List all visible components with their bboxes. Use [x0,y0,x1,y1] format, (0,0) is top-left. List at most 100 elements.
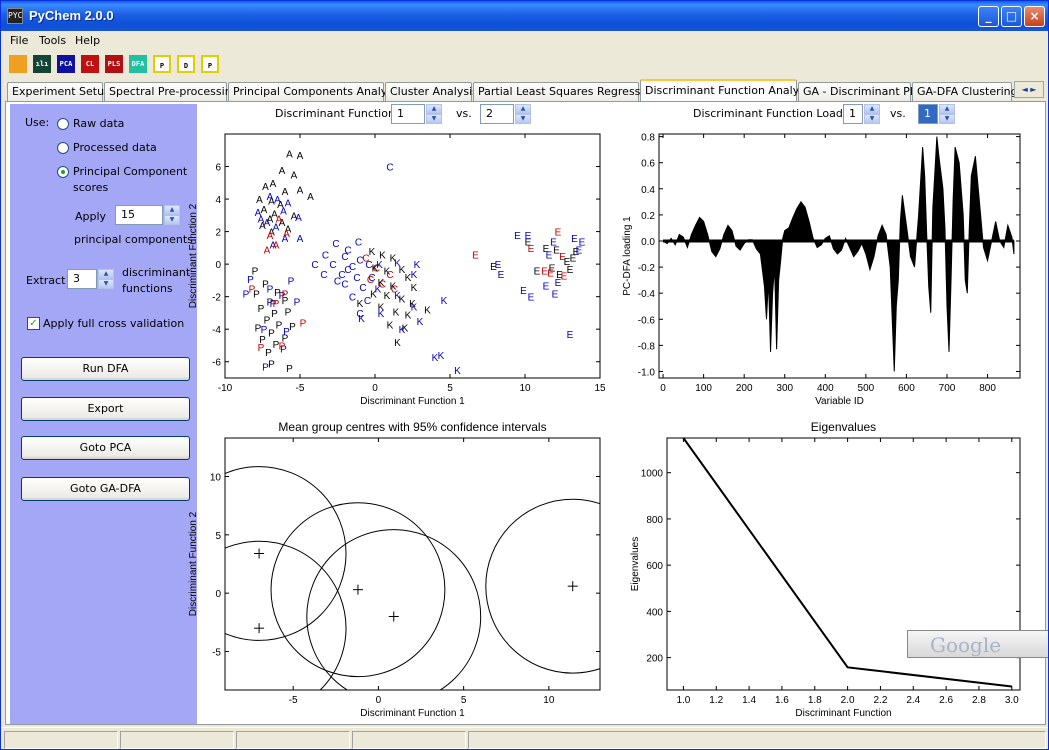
score-point-P: P [249,285,256,296]
menu-bar: File Tools Help [1,31,1048,49]
menu-tools[interactable]: Tools [39,34,67,47]
spin-down-icon[interactable]: ▼ [515,114,531,124]
score-point-C: C [386,270,393,281]
ga-cluster-tool-icon[interactable]: P [201,55,219,73]
score-point-E: E [547,268,554,279]
spin-up-icon[interactable]: ▲ [515,104,531,114]
menu-file[interactable]: File [10,34,29,47]
score-point-A: A [273,241,280,252]
ga-dfa-tool-icon[interactable]: D [177,55,195,73]
spin-up-icon[interactable]: ▲ [864,104,880,114]
tab-pls-regression[interactable]: Partial Least Squares Regression [473,82,657,101]
spin-down-icon[interactable]: ▼ [426,114,442,124]
minimize-button[interactable]: _ [978,6,999,27]
score-point-C: C [362,254,369,265]
experiment-tool-icon[interactable] [9,55,27,73]
df-y-input[interactable]: 2 [480,104,514,124]
apply-pc-spinner[interactable]: ▲ ▼ [164,205,180,225]
scores-x-tick-label: 0 [372,383,378,394]
extract-df-spinner[interactable]: ▲ ▼ [98,269,114,289]
score-point-C: C [379,280,386,291]
google-toolbar-widget[interactable]: Google [907,630,1048,658]
tab-cluster-analysis[interactable]: Cluster Analysis [385,82,478,101]
spin-up-icon[interactable]: ▲ [426,104,442,114]
title-bar[interactable]: PYC PyChem 2.0.0 _ □ × [1,1,1048,31]
score-point-E: E [498,270,505,281]
score-point-E: E [571,234,578,245]
spin-up-icon[interactable]: ▲ [164,205,180,215]
goto-ga-dfa-button[interactable]: Goto GA-DFA [21,477,190,501]
score-point-E: E [525,231,532,242]
tab-scroll-arrows[interactable]: ◄ ► [1014,81,1044,98]
score-point-P: P [279,291,286,302]
score-point-P: P [285,307,292,318]
score-point-K: K [411,302,418,313]
radio-pc-scores[interactable] [57,166,69,178]
score-point-K: K [390,254,397,265]
loading-x-tick-label: 600 [898,383,915,394]
df-x-input[interactable]: 1 [391,104,425,124]
score-point-A: A [279,218,286,229]
tab-spectral-preprocessing[interactable]: Spectral Pre-processing [104,82,239,101]
score-point-C: C [341,280,348,291]
radio-processed-data[interactable] [57,142,69,154]
window-title: PyChem 2.0.0 [29,8,114,23]
spin-down-icon[interactable]: ▼ [164,215,180,225]
spin-down-icon[interactable]: ▼ [939,114,955,124]
df-x-spinner[interactable]: ▲ ▼ [426,104,442,124]
run-dfa-button[interactable]: Run DFA [21,357,190,381]
close-button[interactable]: × [1024,6,1045,27]
score-point-K: K [357,299,364,310]
loading-y-input[interactable]: 1 [918,104,938,124]
ga-pls-tool-icon[interactable]: P [153,55,171,73]
loading-y-tick-label: 0.6 [641,159,655,170]
cross-validation-checkbox[interactable]: ✓ [27,317,40,330]
score-point-A: A [283,229,290,240]
score-point-P: P [294,298,301,309]
scores-y-tick-label: 6 [215,163,221,174]
spin-up-icon[interactable]: ▲ [98,269,114,279]
loading-x-spinner[interactable]: ▲ ▼ [864,104,880,124]
extract-df-input[interactable]: 3 [67,269,97,289]
centres-y-tick-label: 0 [215,589,221,600]
eigen-x-tick-label: 1.4 [742,695,756,706]
score-point-A: A [261,205,268,216]
score-point-C: C [356,255,363,266]
maximize-button[interactable]: □ [1001,6,1022,27]
tab-experiment-setup[interactable]: Experiment Setup [7,82,111,101]
goto-pca-button[interactable]: Goto PCA [21,436,190,460]
loading-x-input[interactable]: 1 [843,104,863,124]
pca-tool-icon[interactable]: PCA [57,55,75,73]
tab-dfa[interactable]: Discriminant Function Analysis [640,79,814,102]
eigen-y-tick-label: 800 [646,515,663,526]
spin-down-icon[interactable]: ▼ [864,114,880,124]
spin-up-icon[interactable]: ▲ [939,104,955,114]
pls-tool-icon[interactable]: PLS [105,55,123,73]
tab-ga-dfa-clustering[interactable]: GA-DFA Clustering [912,82,1018,101]
dfa-tool-icon[interactable]: DFA [129,55,147,73]
loading-y-spinner[interactable]: ▲ ▼ [939,104,955,124]
menu-help[interactable]: Help [75,34,101,47]
export-button[interactable]: Export [21,397,190,421]
score-point-K: K [438,351,445,362]
radio-raw-data[interactable] [57,118,69,130]
spin-down-icon[interactable]: ▼ [98,279,114,289]
score-point-K: K [370,289,377,300]
score-point-A: A [277,200,284,211]
score-point-P: P [268,359,275,370]
apply-pc-input[interactable]: 15 [115,205,163,225]
radio-processed-data-label: Processed data [73,141,157,154]
loading-x-axis-label: Variable ID [815,396,864,407]
score-point-A: A [267,215,274,226]
df-selector-label: Discriminant Function [275,107,395,120]
cluster-tool-icon[interactable]: CL [81,55,99,73]
score-point-K: K [414,260,421,271]
preprocess-tool-icon[interactable]: ılı [33,55,51,73]
score-point-K: K [399,294,406,305]
score-point-C: C [344,265,351,276]
score-point-C: C [349,293,356,304]
tab-ga-pls[interactable]: GA - Discriminant PLS [798,82,923,101]
df-y-spinner[interactable]: ▲ ▼ [515,104,531,124]
score-point-K: K [378,302,385,313]
tab-pca[interactable]: Principal Components Analysis [228,82,402,101]
